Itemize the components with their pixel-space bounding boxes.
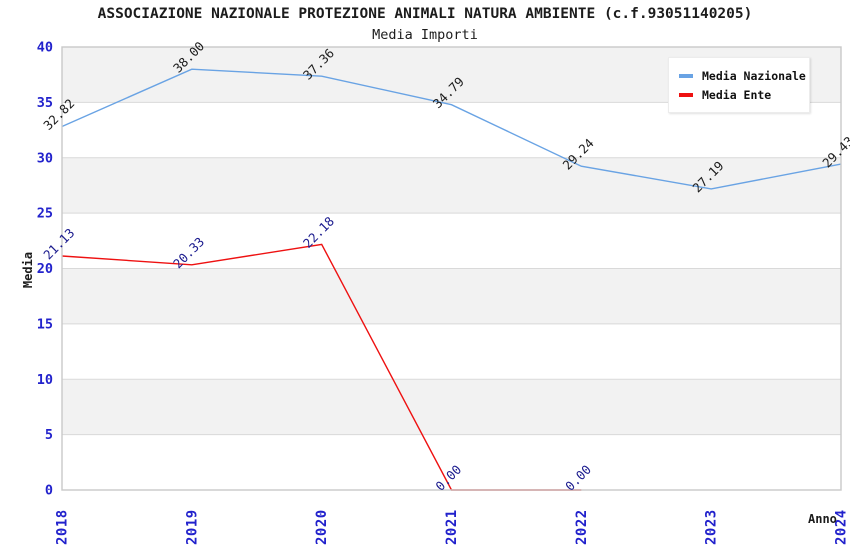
legend-label: Media Nazionale [702,68,806,83]
legend: Media Nazionale Media Ente [668,57,810,113]
legend-swatch-media-ente-icon [679,92,693,97]
legend-swatch-media-nazionale-icon [679,73,693,78]
x-tick-label: 2024 [834,509,850,545]
x-tick-label: 2022 [574,509,590,545]
plot-band [62,157,841,214]
y-tick-label: 10 [37,372,53,388]
point-value-label: 0.00 [562,462,594,494]
y-tick-label: 30 [37,150,53,166]
plot-band [62,379,841,435]
plot-band [62,268,841,324]
point-value-label: 29.43 [819,133,850,170]
point-value-label: 20.33 [170,234,207,271]
series-line-media-nazionale [61,68,842,190]
legend-item-media-nazionale: Media Nazionale [679,66,809,85]
y-tick-label: 0 [45,483,53,499]
point-value-label: 0.00 [432,462,464,494]
chart-title: ASSOCIAZIONE NAZIONALE PROTEZIONE ANIMAL… [97,6,753,22]
x-tick-label: 2023 [704,509,720,545]
y-tick-label: 40 [37,40,53,56]
chart-subtitle: Media Importi [372,27,478,43]
y-tick-label: 25 [37,206,53,222]
x-tick-label: 2018 [55,509,71,545]
y-axis-title: Media [21,251,35,289]
y-tick-label: 20 [37,261,53,277]
y-tick-label: 35 [37,95,53,111]
y-tick-label: 5 [45,427,53,443]
legend-label: Media Ente [702,87,772,102]
x-tick-label: 2021 [444,509,460,545]
y-tick-label: 15 [37,316,53,332]
x-tick-label: 2019 [184,509,200,545]
x-tick-label: 2020 [314,509,330,545]
plot-border [61,46,842,491]
legend-item-media-ente: Media Ente [679,85,809,104]
x-axis-title: Anno [808,512,837,526]
